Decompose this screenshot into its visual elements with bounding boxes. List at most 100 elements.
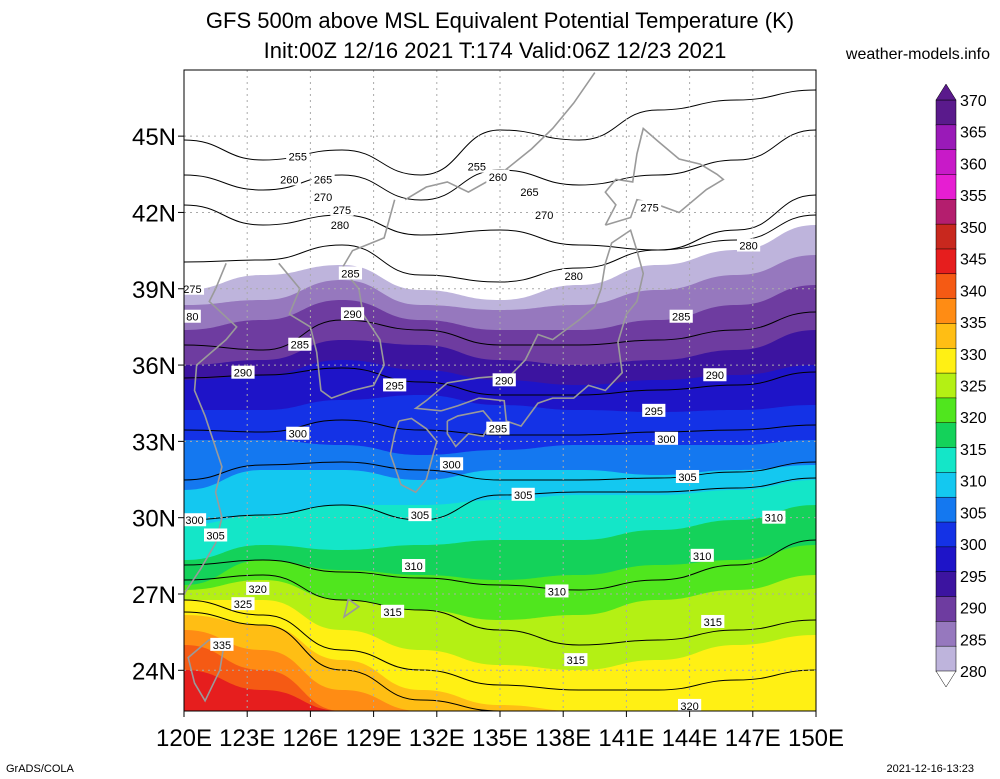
- colorbar-swatch: [935, 323, 957, 350]
- contour-label: 265: [314, 174, 332, 186]
- colorbar-swatch: [935, 124, 957, 151]
- contour-label-bg: [246, 581, 270, 595]
- contour-label: 300: [442, 459, 460, 471]
- coastline: [389, 417, 438, 494]
- contour-line: [184, 539, 816, 591]
- contour-label-bg: [564, 653, 588, 667]
- contour-label: 325: [234, 599, 252, 611]
- contour-label-bg: [678, 698, 702, 711]
- coastline: [413, 228, 645, 428]
- contour-label: 295: [489, 424, 507, 436]
- contour-label: 255: [289, 151, 307, 163]
- contour-label: 290: [343, 309, 361, 321]
- colorbar-swatch: [935, 174, 957, 201]
- colorbar-label: 320: [960, 410, 987, 427]
- contour-label-bg: [736, 238, 761, 252]
- coastline: [278, 199, 396, 400]
- contour-label: 290: [706, 370, 724, 382]
- theta-e-band: [184, 615, 816, 711]
- lat-label: 27N: [132, 582, 176, 609]
- colorbar-swatch: [935, 447, 957, 474]
- lon-label: 141E: [598, 725, 654, 752]
- contour-label-bg: [286, 149, 310, 163]
- lon-label: 126E: [282, 725, 338, 752]
- contour-label-bg: [545, 584, 569, 598]
- colorbar-label: 315: [960, 442, 987, 459]
- colorbar-label: 365: [960, 125, 987, 142]
- colorbar-label: 330: [960, 347, 987, 364]
- contour-label: 270: [535, 210, 553, 222]
- contour-label-bg: [383, 378, 407, 392]
- colorbar-swatch: [935, 273, 957, 300]
- contour-label-bg: [637, 200, 662, 214]
- contour-label-bg: [701, 614, 725, 628]
- contour-label: 285: [341, 268, 359, 280]
- colorbar-label: 295: [960, 569, 987, 586]
- colorbar-label: 310: [960, 474, 987, 491]
- lat-label: 33N: [132, 429, 176, 456]
- contour-label: 275: [183, 284, 201, 296]
- lon-label: 150E: [788, 725, 844, 752]
- contour-label-bg: [184, 309, 201, 323]
- contour-label-bg: [340, 307, 365, 321]
- contour-label: 300: [657, 434, 675, 446]
- site-watermark: weather-models.info: [845, 46, 990, 63]
- colorbar-swatch: [935, 472, 957, 498]
- colorbar-swatch: [935, 397, 957, 424]
- contour-label-bg: [669, 309, 693, 323]
- contour-label-bg: [184, 513, 207, 527]
- contour-label: 305: [514, 490, 532, 502]
- contour-label-bg: [486, 421, 510, 435]
- lat-label: 24N: [132, 658, 176, 685]
- contour-label: 305: [206, 530, 224, 542]
- contour-label: 310: [548, 586, 566, 598]
- colorbar-swatch: [935, 596, 957, 623]
- coastline: [342, 598, 361, 619]
- contour-label: 285: [672, 312, 690, 324]
- contour-label-bg: [642, 403, 666, 417]
- contour-label-bg: [532, 207, 556, 221]
- colorbar-label: 305: [960, 505, 987, 522]
- contour-label: 315: [704, 617, 722, 629]
- colorbar-label: 340: [960, 283, 987, 300]
- contour-label-bg: [408, 508, 432, 522]
- contour-label: 315: [383, 607, 401, 619]
- software-credit: GrADS/COLA: [6, 763, 74, 775]
- colorbar-label: 300: [960, 537, 987, 554]
- contour-label-bg: [288, 337, 312, 351]
- contour-label-bg: [328, 218, 352, 232]
- lon-label: 138E: [535, 725, 591, 752]
- contour-label-bg: [439, 457, 464, 471]
- colorbar-label: 280: [960, 664, 987, 681]
- contour-line: [184, 311, 816, 351]
- colorbar-label: 350: [960, 220, 987, 237]
- contour-label: 275: [333, 205, 351, 217]
- contour-label: 320: [680, 701, 698, 713]
- contour-label: 310: [404, 561, 422, 573]
- contour-label-bg: [338, 266, 363, 280]
- contour-label-bg: [762, 510, 786, 524]
- contour-label-bg: [654, 431, 679, 445]
- contour-label-bg: [231, 597, 255, 611]
- contour-label-bg: [277, 172, 301, 186]
- contour-line: [184, 599, 816, 691]
- temperature-bands: [184, 70, 816, 711]
- lat-label: 36N: [132, 353, 176, 380]
- contour-label: 260: [489, 172, 507, 184]
- colorbar-swatch: [935, 645, 957, 672]
- colorbar-swatch: [935, 571, 957, 598]
- contour-label: 300: [185, 515, 203, 527]
- colorbar-swatch: [935, 348, 957, 374]
- contour-label: 285: [291, 340, 309, 352]
- colorbar-label: 325: [960, 379, 987, 396]
- lat-label: 30N: [132, 506, 176, 533]
- colorbar-swatch: [935, 372, 957, 399]
- lon-label: 132E: [409, 725, 465, 752]
- contour-label: 275: [640, 202, 658, 214]
- contour-label: 310: [693, 551, 711, 563]
- contour-label-bg: [517, 185, 542, 199]
- contour-label-bg: [690, 548, 714, 562]
- colorbar-label: 290: [960, 601, 987, 618]
- contour-label: 270: [314, 192, 332, 204]
